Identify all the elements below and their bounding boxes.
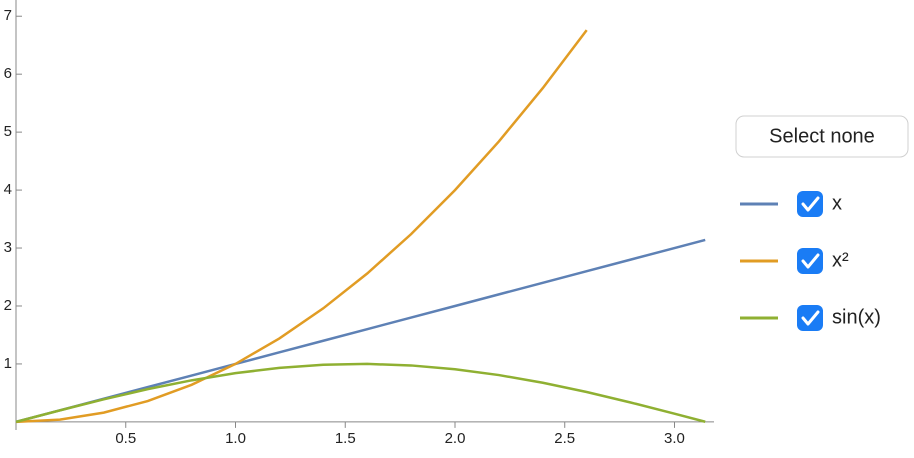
y-tick-label: 7: [4, 7, 12, 24]
y-tick-label: 4: [4, 181, 12, 198]
x-tick-label: 2.5: [554, 430, 575, 447]
button-label: Select none: [769, 125, 875, 147]
x-tick-label: 3.0: [664, 430, 685, 447]
check-mark: [801, 253, 820, 269]
x-tick-label: 0.5: [115, 430, 136, 447]
check-mark: [801, 196, 820, 212]
legend-checkbox[interactable]: [797, 305, 823, 331]
legend-checkbox[interactable]: [797, 191, 823, 217]
series-line: [15, 238, 706, 424]
legend-label: sin(x): [832, 306, 881, 328]
x-tick-label: 2.0: [445, 430, 466, 447]
legend-label: x²: [832, 249, 849, 271]
y-tick-label: 2: [4, 297, 12, 314]
y-tick-label: 5: [4, 123, 12, 140]
y-tick-label: 3: [4, 239, 12, 256]
y-tick-label: 6: [4, 65, 12, 82]
legend-checkbox[interactable]: [797, 248, 823, 274]
x-tick-label: 1.0: [225, 430, 246, 447]
series-line: [15, 362, 706, 424]
check-mark: [801, 310, 820, 326]
legend-label: x: [832, 192, 842, 214]
series-line: [15, 29, 588, 424]
select-none-button[interactable]: [735, 115, 909, 158]
x-tick-label: 1.5: [335, 430, 356, 447]
y-tick-label: 1: [4, 355, 12, 372]
